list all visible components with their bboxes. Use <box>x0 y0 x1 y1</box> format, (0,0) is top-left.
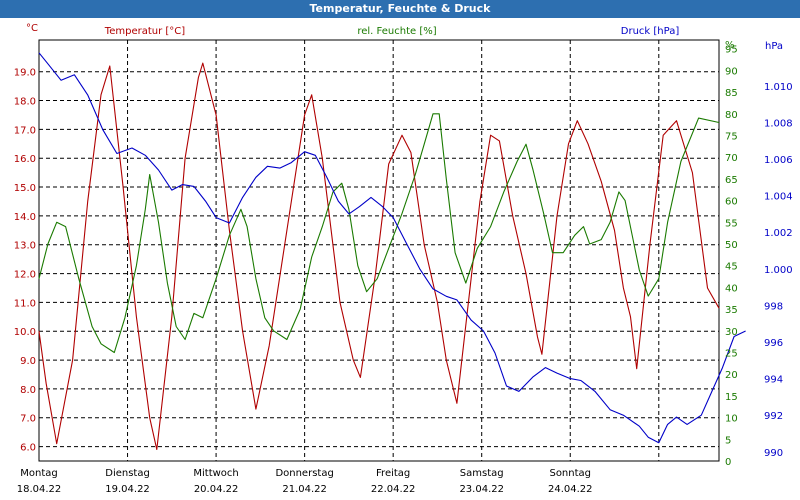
x-axis-day-label: Montag <box>20 468 57 479</box>
pressure-tick-label: 1.006 <box>764 155 793 166</box>
humidity-tick-label: 20 <box>725 370 738 381</box>
humidity-tick-label: 5 <box>725 435 731 446</box>
humidity-legend: rel. Feuchte [%] <box>357 26 436 37</box>
humidity-tick-label: 85 <box>725 88 738 99</box>
pressure-axis-ticks: 990 992 994 996 998 1.000 1.002 1.004 1.006 1.008… <box>764 82 793 459</box>
humidity-tick-label: 95 <box>725 45 738 56</box>
x-axis-day-label: Samstag <box>460 468 504 479</box>
x-axis-day-label: Sonntag <box>549 468 591 479</box>
temperature-axis-ticks: 6.0 7.0 8.0 9.0 10.0 11.0 12.0 13.0 14.0 15.0 16.0… <box>14 68 36 454</box>
pressure-unit-label: hPa <box>765 41 783 52</box>
humidity-tick-label: 25 <box>725 348 738 359</box>
humidity-tick-label: 30 <box>725 327 738 338</box>
humidity-axis-ticks: 0 5 10 15 20 25 30 35 40 45 50 55 60 65 70 75 80 85 90 95 <box>725 45 738 468</box>
humidity-tick-label: 15 <box>725 392 738 403</box>
chart-canvas: 6.0 7.0 8.0 9.0 10.0 11.0 12.0 13.0 14.0 15.0 16.0… <box>14 23 793 495</box>
temperature-tick-label: 10.0 <box>14 327 36 338</box>
humidity-tick-label: 40 <box>725 283 738 294</box>
series-lines <box>38 52 746 451</box>
humidity-tick-label: 70 <box>725 153 738 164</box>
temperature-tick-label: 12.0 <box>14 270 36 281</box>
humidity-tick-label: 90 <box>725 66 738 77</box>
x-axis-day-label: Donnerstag <box>275 468 333 479</box>
humidity-tick-label: 55 <box>725 218 738 229</box>
pressure-tick-label: 996 <box>764 338 783 349</box>
humidity-tick-label: 75 <box>725 131 738 142</box>
x-axis-day-label: Freitag <box>376 468 410 479</box>
x-axis-date-label: 19.04.22 <box>105 484 150 495</box>
temperature-tick-label: 8.0 <box>20 385 36 396</box>
temperature-tick-label: 7.0 <box>20 414 36 425</box>
temperature-tick-label: 13.0 <box>14 241 36 252</box>
pressure-tick-label: 1.008 <box>764 118 793 129</box>
temperature-unit-label: °C <box>26 23 38 34</box>
humidity-tick-label: 80 <box>725 110 738 121</box>
humidity-tick-label: 60 <box>725 197 738 208</box>
x-axis-labels: Montag 18.04.22 Dienstag 19.04.22 Mittwoch 20… <box>17 468 593 495</box>
temperature-tick-label: 6.0 <box>20 443 36 454</box>
pressure-tick-label: 1.010 <box>764 82 793 93</box>
pressure-tick-label: 992 <box>764 411 783 422</box>
pressure-tick-label: 990 <box>764 448 783 459</box>
temperature-tick-label: 18.0 <box>14 97 36 108</box>
plot-area <box>38 39 720 462</box>
pressure-tick-label: 1.002 <box>764 228 793 239</box>
pressure-tick-label: 1.004 <box>764 192 793 203</box>
pressure-tick-label: 1.000 <box>764 265 793 276</box>
x-axis-date-label: 20.04.22 <box>194 484 239 495</box>
temperature-tick-label: 9.0 <box>20 356 36 367</box>
humidity-tick-label: 0 <box>725 457 731 468</box>
temperature-tick-label: 11.0 <box>14 298 36 309</box>
pressure-line <box>38 52 746 444</box>
x-axis-date-label: 21.04.22 <box>282 484 327 495</box>
x-axis-date-label: 18.04.22 <box>17 484 62 495</box>
x-axis-date-label: 22.04.22 <box>371 484 416 495</box>
x-axis-date-label: 24.04.22 <box>548 484 593 495</box>
humidity-tick-label: 35 <box>725 305 738 316</box>
humidity-tick-label: 10 <box>725 414 738 425</box>
pressure-tick-label: 994 <box>764 375 783 386</box>
humidity-unit-label: % <box>725 40 735 51</box>
chart-title: Temperatur, Feuchte & Druck <box>0 0 800 18</box>
temperature-tick-label: 15.0 <box>14 183 36 194</box>
humidity-line <box>38 113 720 354</box>
x-axis-day-label: Mittwoch <box>193 468 238 479</box>
humidity-tick-label: 65 <box>725 175 738 186</box>
temperature-legend: Temperatur [°C] <box>104 26 185 37</box>
temperature-tick-label: 16.0 <box>14 154 36 165</box>
temperature-line <box>38 62 720 451</box>
temperature-tick-label: 17.0 <box>14 125 36 136</box>
humidity-tick-label: 50 <box>725 240 738 251</box>
temperature-tick-label: 19.0 <box>14 68 36 79</box>
pressure-tick-label: 998 <box>764 301 783 312</box>
pressure-legend: Druck [hPa] <box>621 26 680 37</box>
humidity-tick-label: 45 <box>725 262 738 273</box>
x-axis-date-label: 23.04.22 <box>459 484 504 495</box>
x-axis-day-label: Dienstag <box>105 468 150 479</box>
temperature-tick-label: 14.0 <box>14 212 36 223</box>
